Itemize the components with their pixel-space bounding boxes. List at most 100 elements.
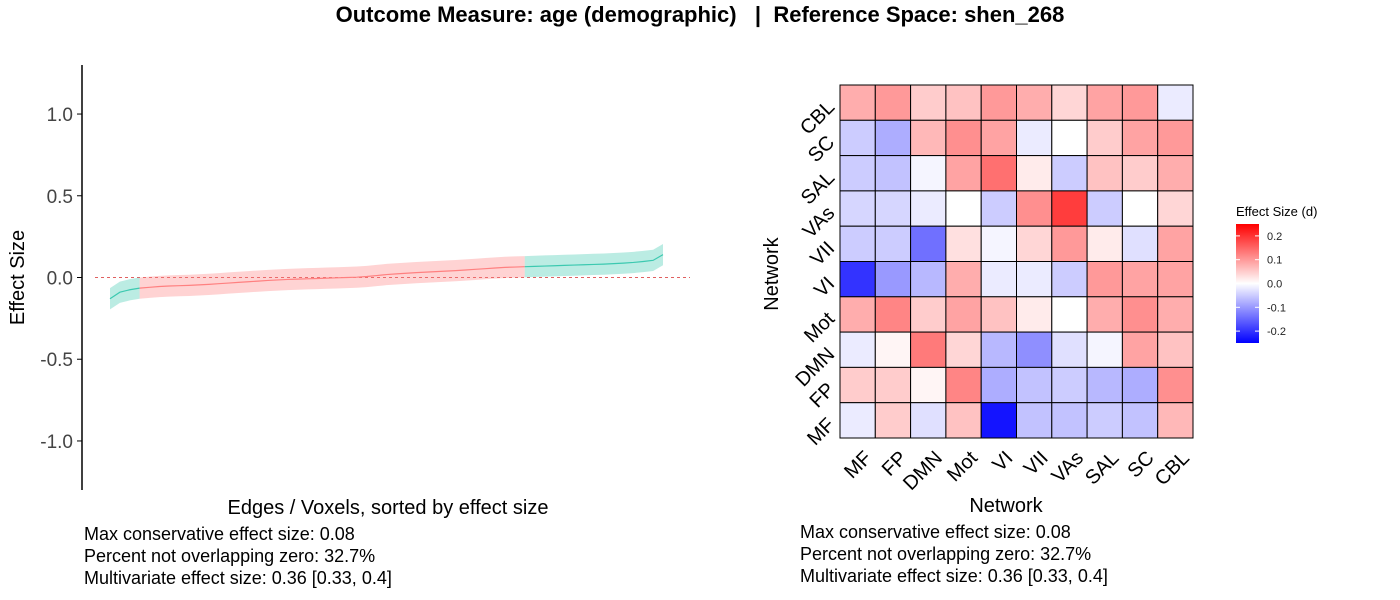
- heatmap-cell: [874, 190, 912, 227]
- left-stats-block: Max conservative effect size: 0.08 Perce…: [84, 523, 392, 589]
- heatmap-x-tick-label: DMN: [899, 447, 947, 495]
- heatmap-cell: [874, 331, 912, 368]
- heatmap-cell: [1157, 119, 1194, 157]
- heatmap-cell: [1121, 155, 1159, 192]
- heatmap-cell: [980, 155, 1018, 192]
- heatmap-cell: [980, 366, 1018, 404]
- colorbar-legend: Effect Size (d) 0.2 0.1 0.0 -0.1 -0.2: [1236, 204, 1317, 343]
- heatmap-cell: [910, 296, 947, 333]
- heatmap-cell: [910, 155, 947, 192]
- heatmap-cell: [1016, 155, 1053, 192]
- heatmap-cell: [1121, 225, 1159, 262]
- heatmap-y-axis-title: Network: [761, 236, 783, 310]
- heatmap-cell: [1157, 331, 1194, 368]
- heatmap-cell: [1016, 119, 1053, 157]
- right-stat-percent-nonzero: Percent not overlapping zero: 32.7%: [800, 544, 1092, 564]
- heatmap-cell: [1121, 296, 1159, 333]
- legend-tick-label: 0.2: [1267, 231, 1282, 243]
- x-axis-title: Edges / Voxels, sorted by effect size: [228, 497, 549, 519]
- heatmap-cell: [910, 119, 947, 157]
- legend-tick-label: 0.1: [1267, 255, 1282, 267]
- heatmap-cell: [839, 155, 876, 192]
- heatmap-cell: [1016, 84, 1053, 121]
- heatmap-cell: [945, 190, 982, 227]
- heatmap-cell: [1157, 296, 1194, 333]
- y-tick-label: 0.5: [47, 187, 73, 208]
- heatmap-y-tick-label: CBL: [796, 96, 839, 139]
- heatmap-cell: [1086, 296, 1123, 333]
- heatmap-x-tick-label: SAL: [1081, 447, 1123, 489]
- heatmap-cell: [839, 261, 876, 298]
- heatmap-cell: [1051, 190, 1088, 227]
- heatmap-cell: [1051, 366, 1088, 404]
- y-tick-label: -1.0: [40, 432, 73, 453]
- heatmap-x-tick-label: VI: [989, 447, 1018, 476]
- heatmap-cell: [1016, 331, 1053, 368]
- heatmap-cell: [1051, 402, 1088, 439]
- heatmap-cell: [1157, 261, 1194, 298]
- heatmap-cell: [980, 261, 1018, 298]
- heatmap-cell: [1157, 366, 1194, 404]
- heatmap-cell: [1121, 331, 1159, 368]
- heatmap-cell: [1016, 296, 1053, 333]
- heatmap-cell: [945, 331, 982, 368]
- heatmap-cell: [1121, 84, 1159, 121]
- heatmap-cell: [980, 225, 1018, 262]
- legend-tick-label: 0.0: [1267, 279, 1282, 291]
- heatmap-x-tick-label: Mot: [943, 447, 982, 486]
- heatmap-cell: [1051, 296, 1088, 333]
- heatmap-cell: [1086, 261, 1123, 298]
- heatmap-cell: [910, 366, 947, 404]
- right-stats-block: Max conservative effect size: 0.08 Perce…: [800, 521, 1108, 587]
- heatmap-cell: [1016, 261, 1053, 298]
- heatmap-cell: [1157, 190, 1194, 227]
- heatmap-cell: [945, 119, 982, 157]
- heatmap-cell: [839, 84, 876, 121]
- heatmap-cell: [910, 225, 947, 262]
- heatmap-cell: [1086, 119, 1123, 157]
- heatmap-cell: [980, 402, 1018, 439]
- heatmap-cell: [1051, 331, 1088, 368]
- heatmap-cell: [1086, 225, 1123, 262]
- heatmap-cell: [874, 84, 912, 121]
- ci-band-nonoverlapping: [524, 243, 663, 278]
- heatmap-cell: [910, 261, 947, 298]
- heatmap-x-tick-label: VII: [1020, 447, 1053, 480]
- heatmap-cell: [839, 402, 876, 439]
- heatmap-cell: [980, 84, 1018, 121]
- effect-line-nonoverlapping: [109, 287, 140, 300]
- right-stat-max-conservative: Max conservative effect size: 0.08: [800, 522, 1071, 542]
- heatmap-cell: [874, 366, 912, 404]
- heatmap-cell: [910, 190, 947, 227]
- legend-tick-label: -0.2: [1267, 326, 1286, 338]
- heatmap-cell: [1121, 190, 1159, 227]
- heatmap-cell: [945, 84, 982, 121]
- heatmap-cell: [980, 331, 1018, 368]
- heatmap-cell: [1051, 155, 1088, 192]
- heatmap-cell: [1016, 366, 1053, 404]
- heatmap-cell: [1051, 225, 1088, 262]
- heatmap-cell: [1157, 225, 1194, 262]
- heatmap-cell: [945, 296, 982, 333]
- y-tick-label: -0.5: [40, 350, 73, 371]
- main-title: Outcome Measure: age (demographic) | Ref…: [335, 2, 1065, 27]
- right-stat-multivariate: Multivariate effect size: 0.36 [0.33, 0.…: [800, 566, 1108, 586]
- left-stat-percent-nonzero: Percent not overlapping zero: 32.7%: [84, 546, 376, 566]
- heatmap-cell: [945, 155, 982, 192]
- heatmap-cell: [910, 402, 947, 439]
- heatmap-cell: [874, 296, 912, 333]
- heatmap-cell: [1086, 402, 1123, 439]
- heatmap-cell: [839, 366, 876, 404]
- heatmap-y-tick-label: SAL: [797, 167, 839, 209]
- heatmap-cell: [1086, 84, 1123, 121]
- heatmap-cell: [945, 366, 982, 404]
- heatmap-cell: [874, 402, 912, 439]
- heatmap-y-tick-label: VI: [810, 273, 839, 302]
- heatmap-cell: [910, 331, 947, 368]
- legend-title: Effect Size (d): [1236, 204, 1317, 219]
- heatmap-cell: [1157, 402, 1194, 439]
- heatmap-cell: [945, 261, 982, 298]
- heatmap-cell: [945, 225, 982, 262]
- heatmap-y-tick-label: MF: [803, 414, 839, 450]
